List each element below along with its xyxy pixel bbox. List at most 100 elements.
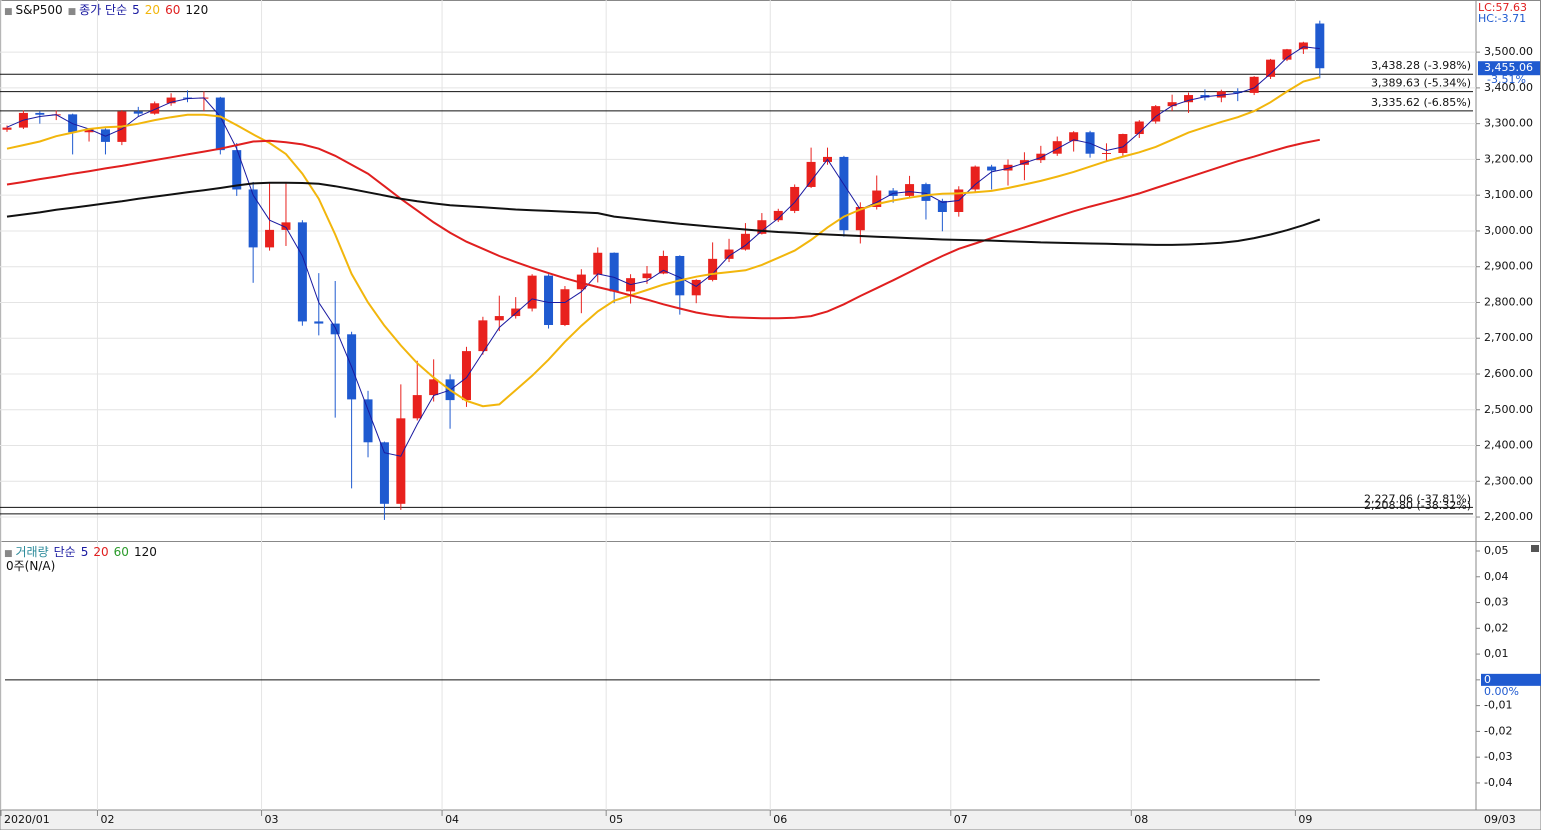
candle-body (494, 316, 504, 321)
candle-body (396, 418, 406, 504)
legend-entry: 60 (165, 3, 181, 17)
candle-body (757, 220, 767, 234)
y-tick-label: 0,01 (1484, 647, 1509, 660)
x-tick-label: 03 (265, 813, 279, 826)
candle-body (314, 321, 324, 324)
candle-body (1151, 106, 1161, 122)
legend-icon: ■ (67, 7, 77, 17)
y-tick-label: -0,04 (1484, 776, 1512, 789)
candle-body (1118, 134, 1128, 153)
last-price-label: 3,455.06 (1484, 61, 1533, 74)
moving-average (6, 138, 1320, 320)
x-tick-label: 09 (1298, 813, 1312, 826)
moving-average (6, 46, 1320, 457)
legend-entry: 5 (80, 545, 89, 559)
candle-body (1282, 49, 1292, 60)
y-tick-label: 2,200.00 (1484, 510, 1533, 523)
candle-body (1184, 95, 1194, 103)
candle-body (593, 252, 603, 275)
candle-body (166, 97, 176, 104)
y-tick-label: 2,400.00 (1484, 439, 1533, 452)
y-tick-label: -0,03 (1484, 750, 1512, 763)
candle-body (675, 255, 685, 296)
y-tick-label: 2,900.00 (1484, 260, 1533, 273)
y-tick-label: 0,02 (1484, 621, 1509, 634)
legend-title: 거래량 (15, 545, 49, 559)
candle-body (806, 161, 816, 187)
y-tick-label: 2,500.00 (1484, 403, 1533, 416)
candle-body (1315, 23, 1325, 69)
volume-status: 0주(N/A) (6, 559, 56, 573)
y-tick-label: 0,05 (1484, 544, 1509, 557)
y-tick-label: 3,000.00 (1484, 224, 1533, 237)
candle-body (1134, 121, 1144, 135)
candle-body (1266, 59, 1276, 77)
candle-body (183, 97, 193, 99)
level-label: 3,438.28 (-3.98%) (1371, 59, 1471, 72)
legend-ma-label: 단순 (53, 545, 76, 559)
candle-body (412, 395, 422, 419)
candle-body (937, 200, 947, 212)
volume-legend: ■ 거래량 단순 5 20 60 120 (4, 543, 162, 560)
candle-body (987, 166, 997, 171)
candle-body (855, 206, 865, 231)
candle-body (872, 190, 882, 207)
legend-entry: 120 (185, 3, 209, 17)
candle-body (297, 222, 307, 322)
candle-body (970, 166, 980, 190)
y-tick-label: 0,03 (1484, 596, 1509, 609)
candle-body (265, 229, 275, 248)
panel-icon (1531, 545, 1539, 552)
y-tick-label: 0 (1484, 673, 1491, 686)
level-label: 2,208.80 (-38.32%) (1364, 499, 1471, 512)
candle-body (1052, 141, 1062, 154)
y-tick-label: 2,800.00 (1484, 295, 1533, 308)
zero-box (1481, 673, 1541, 686)
level-label: 3,335.62 (-6.85%) (1371, 96, 1471, 109)
candle-body (1036, 153, 1046, 161)
moving-average (6, 76, 1321, 408)
candle-body (905, 184, 915, 196)
last-change-label: -3.51% (1487, 73, 1526, 86)
candle-body (527, 275, 537, 309)
moving-average (6, 181, 1321, 246)
legend-entry: 60 (113, 545, 129, 559)
x-tick-label: 02 (100, 813, 114, 826)
y-tick-label: 2,300.00 (1484, 474, 1533, 487)
candle-body (1101, 152, 1111, 154)
last-date-label: 09/03 (1484, 813, 1516, 826)
candle-body (658, 255, 668, 274)
legend-entry: 120 (133, 545, 157, 559)
y-tick-label: 3,500.00 (1484, 45, 1533, 58)
zero-change-label: 0.00% (1484, 685, 1519, 698)
candle-body (708, 258, 718, 280)
legend-entry: 5 (132, 3, 140, 17)
candle-body (150, 103, 160, 114)
candle-body (642, 273, 652, 279)
y-tick-label: 0,04 (1484, 570, 1509, 583)
y-tick-label: 2,700.00 (1484, 331, 1533, 344)
legend-entry: 20 (93, 545, 109, 559)
candle-body (740, 233, 750, 250)
candle-body (790, 186, 800, 211)
candle-body (544, 275, 554, 325)
candle-body (609, 252, 619, 292)
x-tick-label: 07 (954, 813, 968, 826)
x-tick-label: 2020/01 (4, 813, 50, 826)
candle-body (511, 308, 521, 317)
legend-icon: ■ (4, 7, 13, 17)
y-tick-label: 3,300.00 (1484, 117, 1533, 130)
y-tick-label: -0,01 (1484, 699, 1512, 712)
legend-icon: ■ (4, 549, 13, 559)
candle-body (691, 279, 701, 296)
y-tick-label: 3,400.00 (1484, 81, 1533, 94)
candle-body (1233, 91, 1243, 93)
last-price-box (1478, 61, 1540, 76)
x-tick-label: 05 (609, 813, 623, 826)
candle-body (379, 442, 389, 504)
legend-entry: 20 (144, 3, 161, 17)
candle-body (330, 323, 340, 335)
y-tick-label: -0,02 (1484, 724, 1512, 737)
